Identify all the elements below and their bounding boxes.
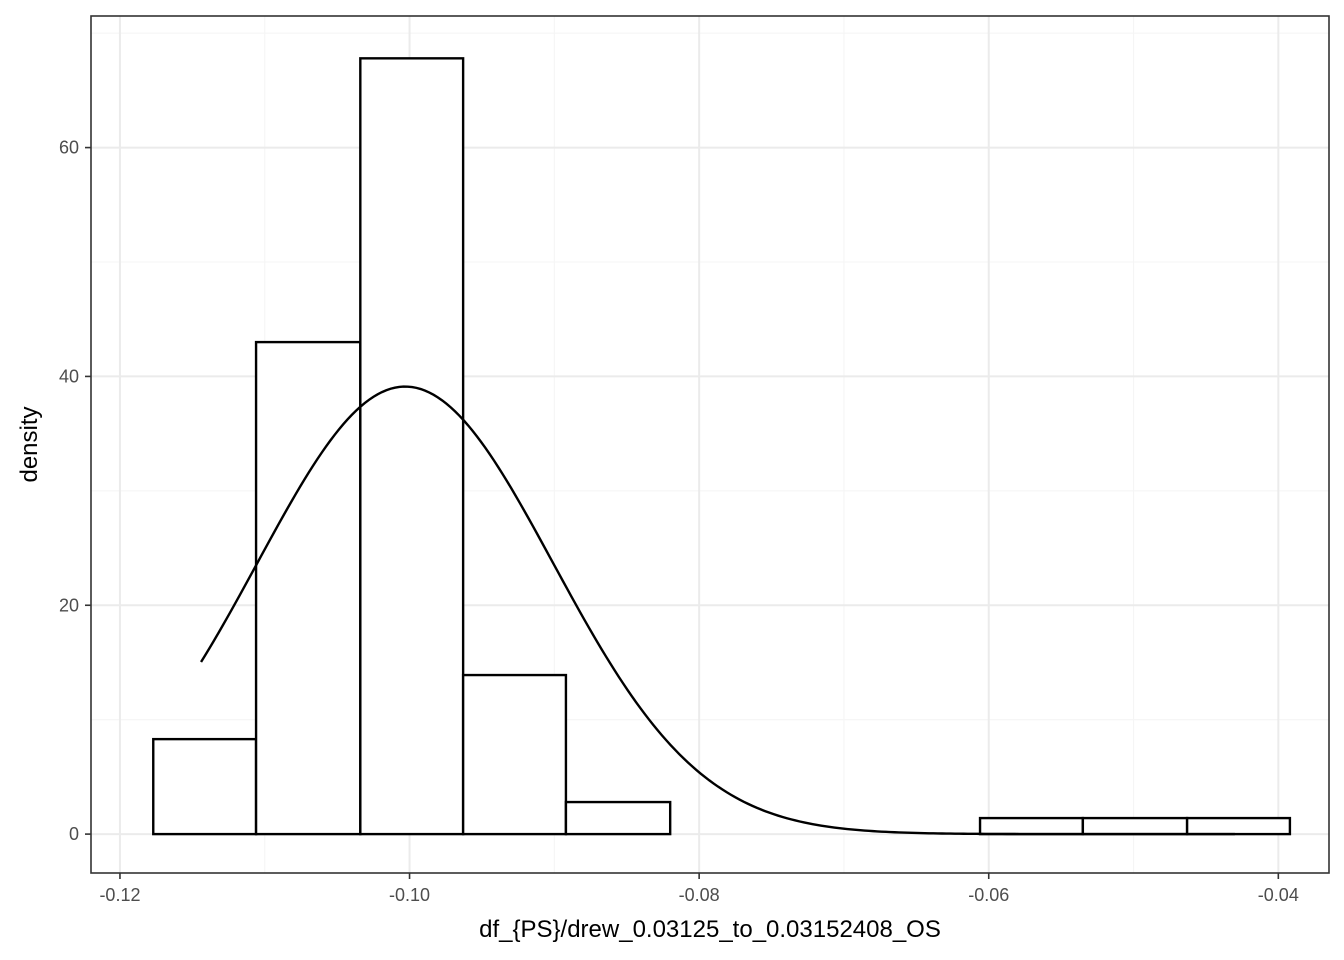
y-tick-label: 40 [59,366,79,386]
histogram-bar [564,800,672,836]
x-tick-label: -0.08 [679,885,720,905]
y-axis-ticks: 0 20 40 60 [59,138,91,844]
x-tick-label: -0.12 [99,885,140,905]
histogram-bars [152,57,1292,836]
x-tick-label: -0.10 [389,885,430,905]
y-axis-title: density [16,406,43,482]
y-tick-label: 60 [59,138,79,158]
x-tick-label: -0.06 [968,885,1009,905]
histogram-bar [1185,816,1292,836]
histogram-bar [461,673,568,836]
x-axis-ticks: -0.12 -0.10 -0.08 -0.06 -0.04 [99,873,1299,905]
histogram-bar [359,57,465,836]
histogram-bar [978,816,1085,836]
y-tick-label: 20 [59,595,79,615]
x-axis-title: df_{PS}/drew_0.03125_to_0.03152408_OS [479,916,941,943]
y-tick-label: 0 [69,824,79,844]
panel-border [90,15,1330,874]
histogram-bar [1081,816,1189,836]
histogram-bar [254,340,362,836]
histogram-bar [152,737,258,836]
x-tick-label: -0.04 [1258,885,1299,905]
density-curve [200,385,1235,836]
